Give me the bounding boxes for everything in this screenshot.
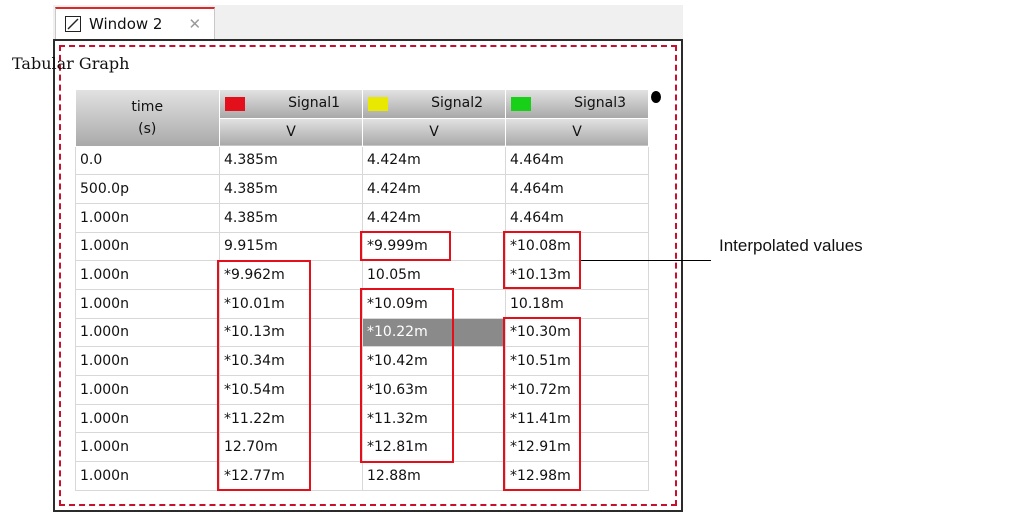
column-header-time[interactable]: time (s) <box>75 90 220 147</box>
time-cell[interactable]: 1.000n <box>75 461 220 491</box>
signal3-cell[interactable]: *10.08m <box>505 231 649 262</box>
signal3-cell[interactable]: 4.464m <box>505 145 649 176</box>
time-cell[interactable]: 1.000n <box>75 317 220 348</box>
time-header-name: time <box>131 98 164 115</box>
signal2-cell[interactable]: 4.424m <box>362 145 506 176</box>
scroll-handle[interactable] <box>651 91 661 103</box>
signal1-cell[interactable]: *11.22m <box>219 403 363 434</box>
time-cell[interactable]: 1.000n <box>75 260 220 290</box>
window-focus-border <box>59 45 677 506</box>
signal1-color-swatch <box>225 97 245 111</box>
signal2-cell[interactable]: 10.05m <box>362 260 506 290</box>
signal1-cell[interactable]: 4.385m <box>219 145 363 176</box>
table-row[interactable]: 0.0 4.385m 4.424m 4.464m <box>75 145 649 176</box>
signal3-cell[interactable]: 10.18m <box>505 288 649 319</box>
time-cell[interactable]: 1.000n <box>75 432 220 463</box>
interpolated-box <box>217 260 311 491</box>
graph-title: Tabular Graph <box>12 54 130 73</box>
tabular-graph-table: time (s) Signal1 Signal2 Signal3 V V V 0… <box>75 90 649 491</box>
close-icon[interactable]: ✕ <box>188 15 202 33</box>
tab-label: Window 2 <box>89 15 163 33</box>
time-cell[interactable]: 1.000n <box>75 202 220 233</box>
signal1-cell[interactable]: 4.385m <box>219 174 363 204</box>
time-header-unit: (s) <box>138 120 157 137</box>
signal2-name: Signal2 <box>431 95 483 111</box>
signal3-cell[interactable]: 4.464m <box>505 174 649 204</box>
signal1-cell[interactable]: *12.77m <box>219 461 363 491</box>
column-header-signal3[interactable]: Signal3 <box>505 90 649 119</box>
table-row[interactable]: 1.000n *10.13m *10.22m *10.30m <box>75 317 649 348</box>
signal1-unit: V <box>219 118 363 147</box>
signal1-cell[interactable]: *10.13m <box>219 317 363 348</box>
interpolated-box <box>360 231 451 261</box>
signal2-cell[interactable]: 4.424m <box>362 174 506 204</box>
tab-window-2[interactable]: Window 2 ✕ <box>55 7 215 39</box>
time-cell[interactable]: 1.000n <box>75 288 220 319</box>
signal2-unit: V <box>362 118 506 147</box>
callout-line <box>581 260 711 261</box>
time-cell[interactable]: 1.000n <box>75 375 220 405</box>
interpolated-box <box>503 317 581 491</box>
time-cell[interactable]: 1.000n <box>75 346 220 376</box>
interpolated-box <box>503 231 581 289</box>
table-row[interactable]: 1.000n 9.915m *9.999m *10.08m <box>75 231 649 262</box>
signal3-name: Signal3 <box>574 95 626 111</box>
signal3-unit: V <box>505 118 649 147</box>
table-row[interactable]: 500.0p 4.385m 4.424m 4.464m <box>75 174 649 204</box>
interpolated-box <box>360 288 454 463</box>
tab-strip: Window 2 ✕ <box>53 5 683 40</box>
column-header-signal1[interactable]: Signal1 <box>219 90 363 119</box>
signal3-cell[interactable]: *10.13m <box>505 260 649 290</box>
signal2-cell[interactable]: *11.32m <box>362 403 506 434</box>
signal1-name: Signal1 <box>288 95 340 111</box>
signal2-cell[interactable]: *10.22m <box>362 317 506 348</box>
signal3-cell[interactable]: *12.91m <box>505 432 649 463</box>
signal2-cell[interactable]: 12.88m <box>362 461 506 491</box>
time-cell[interactable]: 0.0 <box>75 145 220 176</box>
signal3-cell[interactable]: *10.51m <box>505 346 649 376</box>
column-header-signal2[interactable]: Signal2 <box>362 90 506 119</box>
signal2-color-swatch <box>368 97 388 111</box>
time-cell[interactable]: 500.0p <box>75 174 220 204</box>
signal3-color-swatch <box>511 97 531 111</box>
graph-window-icon <box>65 16 81 32</box>
interpolated-values-label: Interpolated values <box>719 236 863 255</box>
signal1-cell[interactable]: 4.385m <box>219 202 363 233</box>
signal2-cell[interactable]: 4.424m <box>362 202 506 233</box>
signal3-cell[interactable]: 4.464m <box>505 202 649 233</box>
table-row[interactable]: 1.000n *10.34m *10.42m *10.51m <box>75 346 649 376</box>
time-cell[interactable]: 1.000n <box>75 403 220 434</box>
signal1-cell[interactable]: *10.01m <box>219 288 363 319</box>
time-cell[interactable]: 1.000n <box>75 231 220 262</box>
table-row[interactable]: 1.000n *10.54m *10.63m *10.72m <box>75 375 649 405</box>
table-row[interactable]: 1.000n 4.385m 4.424m 4.464m <box>75 202 649 233</box>
signal2-cell[interactable]: *10.63m <box>362 375 506 405</box>
signal1-cell[interactable]: 9.915m <box>219 231 363 262</box>
